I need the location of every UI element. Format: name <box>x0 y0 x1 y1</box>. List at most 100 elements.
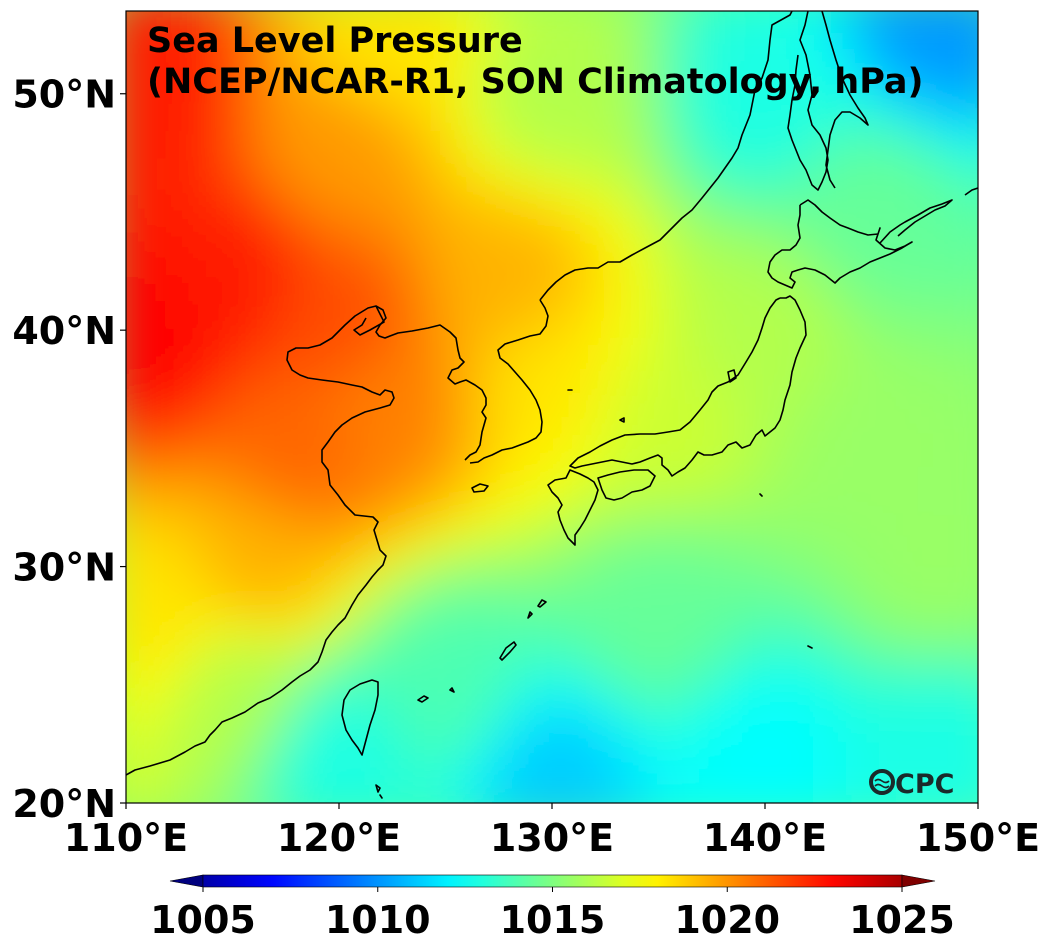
field-cell <box>918 731 943 756</box>
field-cell <box>174 395 199 420</box>
field-cell <box>966 515 978 540</box>
field-cell <box>462 419 487 444</box>
field-cell <box>222 227 247 252</box>
field-cell <box>678 563 703 588</box>
field-cell <box>150 59 175 84</box>
field-cell <box>174 443 199 468</box>
field-cell <box>678 11 703 36</box>
field-cell <box>702 227 727 252</box>
field-cell <box>150 251 175 276</box>
field-cell <box>966 203 978 228</box>
field-cell <box>654 779 679 803</box>
field-cell <box>918 275 943 300</box>
field-cell <box>582 563 607 588</box>
field-cell <box>486 563 511 588</box>
field-cell <box>534 443 559 468</box>
field-cell <box>126 539 151 564</box>
field-cell <box>726 107 751 132</box>
field-cell <box>486 371 511 396</box>
field-cell <box>774 179 799 204</box>
coastline-sado <box>727 369 737 383</box>
field-cell <box>390 59 415 84</box>
field-cell <box>126 371 151 396</box>
field-cell <box>966 83 978 108</box>
field-cell <box>606 275 631 300</box>
field-cell <box>174 251 199 276</box>
field-cell <box>966 755 978 780</box>
field-cell <box>582 251 607 276</box>
field-cell <box>750 659 775 684</box>
field-cell <box>126 755 127 780</box>
field-cell <box>342 251 367 276</box>
field-cell <box>894 683 919 708</box>
field-cell <box>294 203 319 228</box>
field-cell <box>750 779 775 803</box>
field-cell <box>822 299 847 324</box>
field-cell <box>486 659 511 684</box>
field-cell <box>942 707 967 732</box>
field-cell <box>342 659 367 684</box>
field-cell <box>726 419 751 444</box>
field-cell <box>558 707 583 732</box>
field-cell <box>150 419 175 444</box>
field-cell <box>534 371 559 396</box>
field-cell <box>534 155 559 180</box>
field-cell <box>438 563 463 588</box>
field-cell <box>990 323 1015 348</box>
field-cell <box>366 347 391 372</box>
field-cell <box>390 131 415 156</box>
field-cell <box>342 203 367 228</box>
field-cell <box>126 467 151 492</box>
field-cell <box>414 155 439 180</box>
x-axis: 110°E 120°E 130°E 140°E 150°E <box>64 803 1040 860</box>
field-cell <box>126 299 151 324</box>
field-cell <box>630 419 655 444</box>
field-cell <box>702 539 727 564</box>
field-cell <box>582 659 607 684</box>
field-cell <box>438 35 463 60</box>
field-cell <box>318 83 343 108</box>
field-cell <box>486 323 511 348</box>
field-cell <box>270 35 295 60</box>
field-cell <box>726 683 751 708</box>
field-cell <box>678 371 703 396</box>
field-cell <box>558 419 583 444</box>
field-cell <box>222 515 247 540</box>
field-cell <box>534 779 559 803</box>
coastlines <box>126 11 978 799</box>
field-cell <box>510 659 535 684</box>
field-cell <box>702 587 727 612</box>
field-cell <box>150 11 175 12</box>
field-cell <box>654 83 679 108</box>
field-cell <box>366 491 391 516</box>
field-cell <box>558 11 583 36</box>
field-cell <box>630 779 655 803</box>
field-cell <box>198 587 223 612</box>
field-cell <box>366 371 391 396</box>
field-cell <box>318 659 343 684</box>
field-cell <box>318 419 343 444</box>
field-cell <box>822 491 847 516</box>
field-cell <box>270 155 295 180</box>
field-cell <box>774 779 799 803</box>
field-cell <box>726 131 751 156</box>
field-cell <box>774 227 799 252</box>
field-cell <box>966 227 978 252</box>
field-cell <box>558 779 583 803</box>
field-cell <box>846 179 871 204</box>
field-cell <box>150 11 175 36</box>
field-cell <box>630 107 655 132</box>
field-cell <box>678 155 703 180</box>
field-cell <box>558 563 583 588</box>
field-cell <box>318 731 343 756</box>
field-cell <box>174 11 199 12</box>
field-cell <box>318 11 343 12</box>
field-cell <box>366 83 391 108</box>
field-cell <box>150 683 175 708</box>
field-cell <box>294 11 319 36</box>
field-cell <box>654 563 679 588</box>
field-cell <box>198 491 223 516</box>
field-cell <box>150 323 175 348</box>
field-cell <box>942 275 967 300</box>
field-cell <box>894 611 919 636</box>
